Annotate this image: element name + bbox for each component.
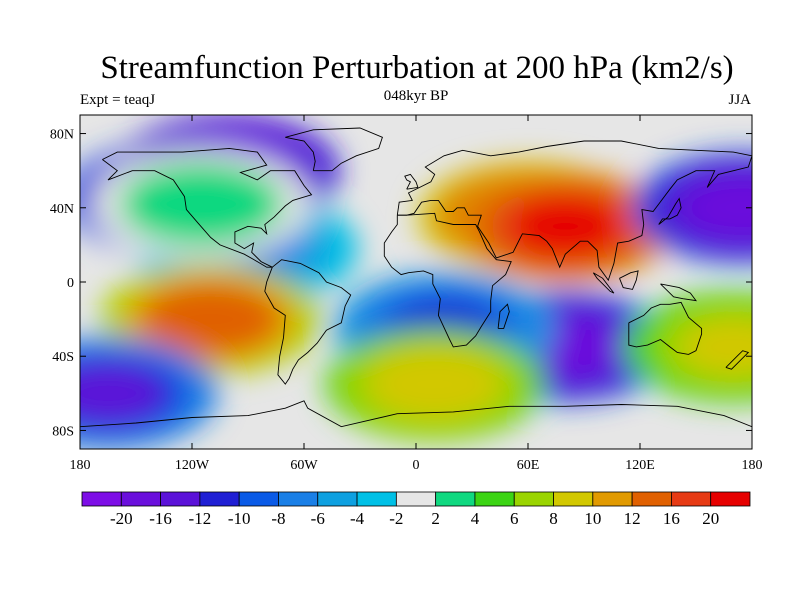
field-tibet-high-4 [511,197,620,256]
map-title: Streamfunction Perturbation at 200 hPa (… [100,50,734,86]
colorbar-label: 4 [471,509,480,528]
colorbar-swatch [592,491,633,507]
coastline-africa [383,212,512,348]
colorbar-swatch [671,491,712,507]
y-tick-label: 40S [52,350,74,365]
field-south-pacific-low-4 [80,364,162,423]
colorbar: -20 -16 -12 -10 -8 -6 -4 -2 2 4 6 8 10 12 16 20 [81,491,751,528]
coastline-uk [404,173,419,190]
x-tick-label: 60E [517,458,540,473]
colorbar-label: 10 [584,509,601,528]
coastline-antarctica [80,400,752,428]
colorbar-label: -2 [389,509,403,528]
x-tick-label: 180 [742,458,763,473]
colorbar-swatch [317,491,358,507]
coastline-new-guinea [660,283,698,302]
colorbar-label: 6 [510,509,519,528]
colorbar-label: -12 [189,509,212,528]
colorbar-label: 2 [431,509,440,528]
colorbar-swatch [513,491,554,507]
coastline-borneo [619,270,639,290]
coastline-greenland [285,127,383,172]
colorbar-swatch [435,491,476,507]
x-tick-label: 60W [290,458,318,473]
y-tick-label: 40N [50,202,74,217]
x-tick-label: 120W [175,458,210,473]
streamfunction-field [80,115,752,449]
experiment-label: Expt = teaqJ [80,92,156,108]
period-label: 048kyr BP [383,88,449,104]
colorbar-swatch [278,491,319,507]
x-tick-label: 180 [70,458,91,473]
colorbar-label: 12 [624,509,641,528]
colorbar-swatch [631,491,672,507]
colorbar-swatch [710,491,751,507]
colorbar-label: -8 [271,509,285,528]
coastline-europe-asia [396,140,752,282]
coastlines [80,127,752,428]
field-pacific-small-high-4 [147,175,256,233]
coastline-australia [628,301,703,355]
season-label: JJA [728,92,751,108]
coastline-north-america [102,147,313,268]
coastline-japan [658,197,682,225]
y-tick-label: 80N [50,128,74,143]
map-axes: 180 120W 60W 0 60E 120E 180 80N 40N 0 40S 80S [50,115,763,473]
coastline-south-america [264,259,352,385]
colorbar-swatch [238,491,279,507]
field-southern-ocean-high-4 [380,355,489,413]
colorbar-label: -10 [228,509,251,528]
colorbar-label: -4 [350,509,365,528]
colorbar-swatch [160,491,201,507]
coastline-new-zealand [725,350,750,370]
coastline-sumatra [592,272,615,294]
colorbar-swatch [120,491,161,507]
colorbar-swatch [356,491,397,507]
colorbar-label: 20 [702,509,719,528]
y-tick-label: 0 [67,276,74,291]
colorbar-swatch [395,491,437,507]
colorbar-label: -16 [149,509,172,528]
x-tick-label: 0 [413,458,420,473]
colorbar-label: 16 [663,509,680,528]
field-south-pacific-high-4 [156,290,265,348]
colorbar-swatch [553,491,594,507]
y-tick-label: 80S [52,424,74,439]
field-australia-high-4 [679,318,752,376]
colorbar-swatch [474,491,515,507]
colorbar-swatch [199,491,240,507]
coastline-madagascar [497,303,510,329]
x-tick-label: 120E [625,458,655,473]
field-west-pacific-low-4 [688,178,752,237]
colorbar-label: -6 [311,509,325,528]
colorbar-swatch [81,491,122,507]
colorbar-label: 8 [549,509,558,528]
colorbar-label: -20 [110,509,133,528]
